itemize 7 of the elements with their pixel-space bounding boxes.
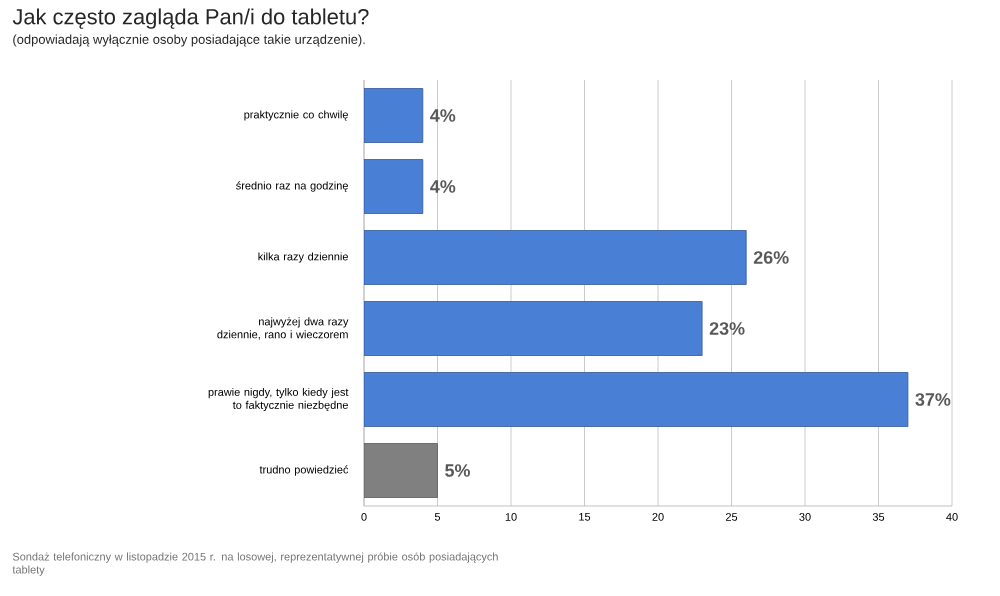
data-label: 26% (753, 251, 789, 264)
data-label: 37% (915, 393, 951, 406)
data-label: 4% (430, 109, 456, 122)
data-label: 23% (709, 322, 745, 335)
chart-title: Jak często zagląda Pan/i do tabletu? (12, 8, 369, 29)
data-label: 4% (430, 180, 456, 193)
data-label: 5% (445, 464, 470, 477)
